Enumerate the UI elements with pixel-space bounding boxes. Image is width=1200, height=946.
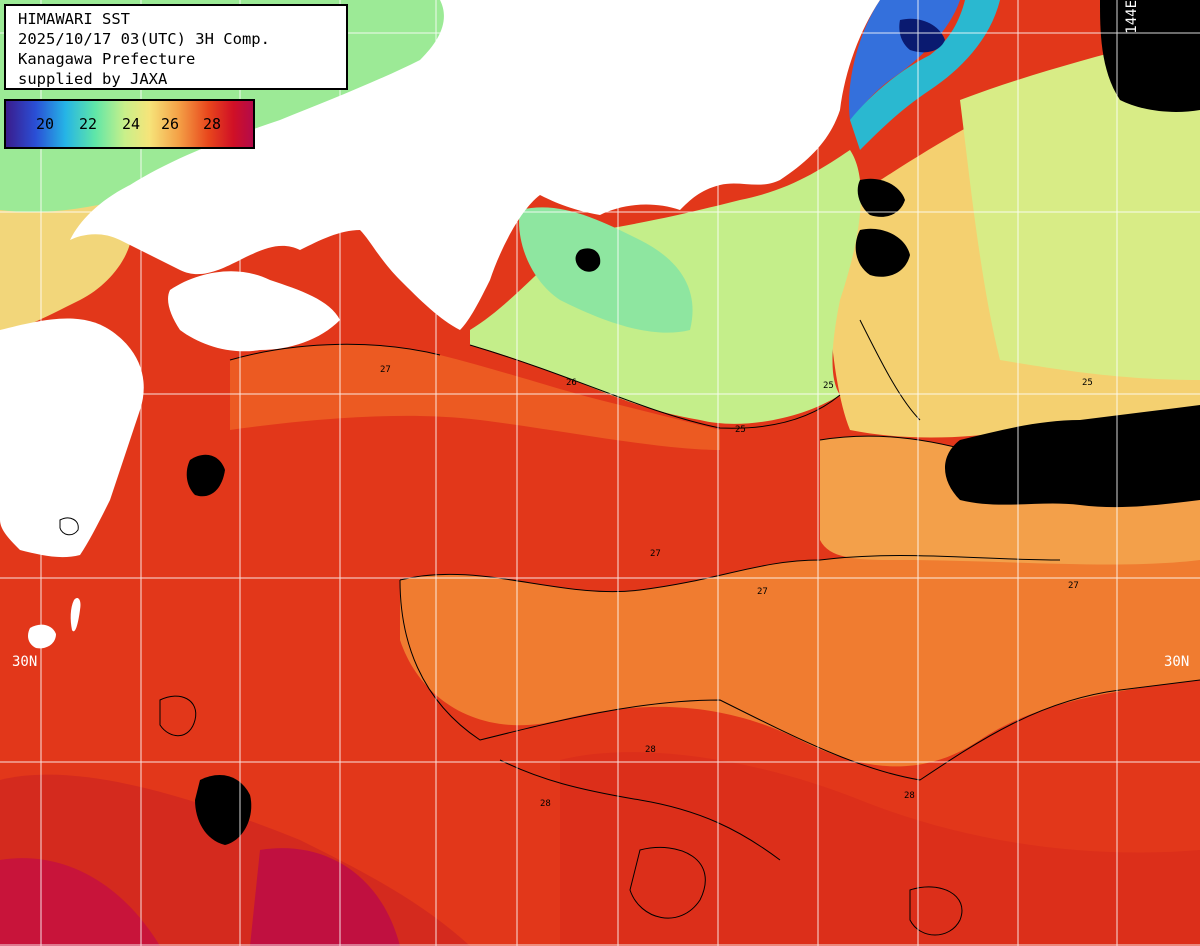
contour-label: 27: [380, 365, 391, 375]
color-legend: 20 22 24 26 28: [4, 99, 255, 149]
contour-label: 26: [566, 378, 577, 388]
cloud-mask: [899, 18, 945, 53]
contour-label: 28: [904, 791, 915, 801]
contour-labels: 25 25 25 26 27 27 27 27 28 28 28: [380, 365, 1093, 809]
land-island: [70, 598, 81, 632]
contour-label: 27: [757, 587, 768, 597]
coldest-water-region: [850, 0, 1000, 150]
land-kyushu: [0, 318, 144, 558]
contour-label: 28: [645, 745, 656, 755]
cloud-mask: [945, 405, 1200, 508]
cloud-mask: [186, 454, 225, 497]
legend-tick: 20: [36, 115, 55, 133]
orange-water-region: [230, 344, 720, 450]
land-island: [649, 93, 655, 99]
legend-tick: 26: [161, 115, 180, 133]
cloud-mask: [575, 248, 601, 272]
contour-label: 27: [650, 549, 661, 559]
title-product: HIMAWARI SST: [18, 10, 130, 28]
land-honshu: [70, 0, 880, 330]
orange-water-region: [400, 555, 1200, 767]
latitude-label-right: 30N: [1164, 654, 1190, 670]
legend-tick: 28: [203, 115, 222, 133]
cold-water-region: [519, 207, 693, 333]
contour-label: 25: [823, 381, 834, 391]
contour-label: 28: [540, 799, 551, 809]
title-box: HIMAWARI SST 2025/10/17 03(UTC) 3H Comp.…: [4, 4, 348, 90]
contour-label: 27: [1068, 581, 1079, 591]
hot-water-region: [250, 848, 400, 946]
hot-water-region: [560, 752, 1200, 946]
hot-water-region: [0, 858, 160, 946]
contour-label: 25: [1082, 378, 1093, 388]
legend-tick: 24: [122, 115, 141, 133]
isotherm-contours: [59, 319, 1200, 936]
title-supplier: supplied by JAXA: [18, 70, 168, 88]
land-shikoku: [168, 271, 340, 352]
legend-tick: 22: [79, 115, 98, 133]
cloud-mask: [195, 775, 252, 845]
latitude-label-left: 30N: [12, 654, 38, 670]
title-datetime: 2025/10/17 03(UTC) 3H Comp.: [18, 30, 270, 48]
longitude-label: 136E: [483, 0, 499, 34]
title-prefecture: Kanagawa Prefecture: [18, 50, 196, 68]
longitude-label: 144E: [1124, 0, 1140, 34]
cloud-mask: [857, 178, 905, 217]
cool-water-region: [960, 30, 1200, 380]
land-island: [28, 624, 56, 649]
contour-label: 25: [735, 425, 746, 435]
cloud-mask: [855, 228, 910, 277]
cloud-mask: [1100, 0, 1200, 112]
